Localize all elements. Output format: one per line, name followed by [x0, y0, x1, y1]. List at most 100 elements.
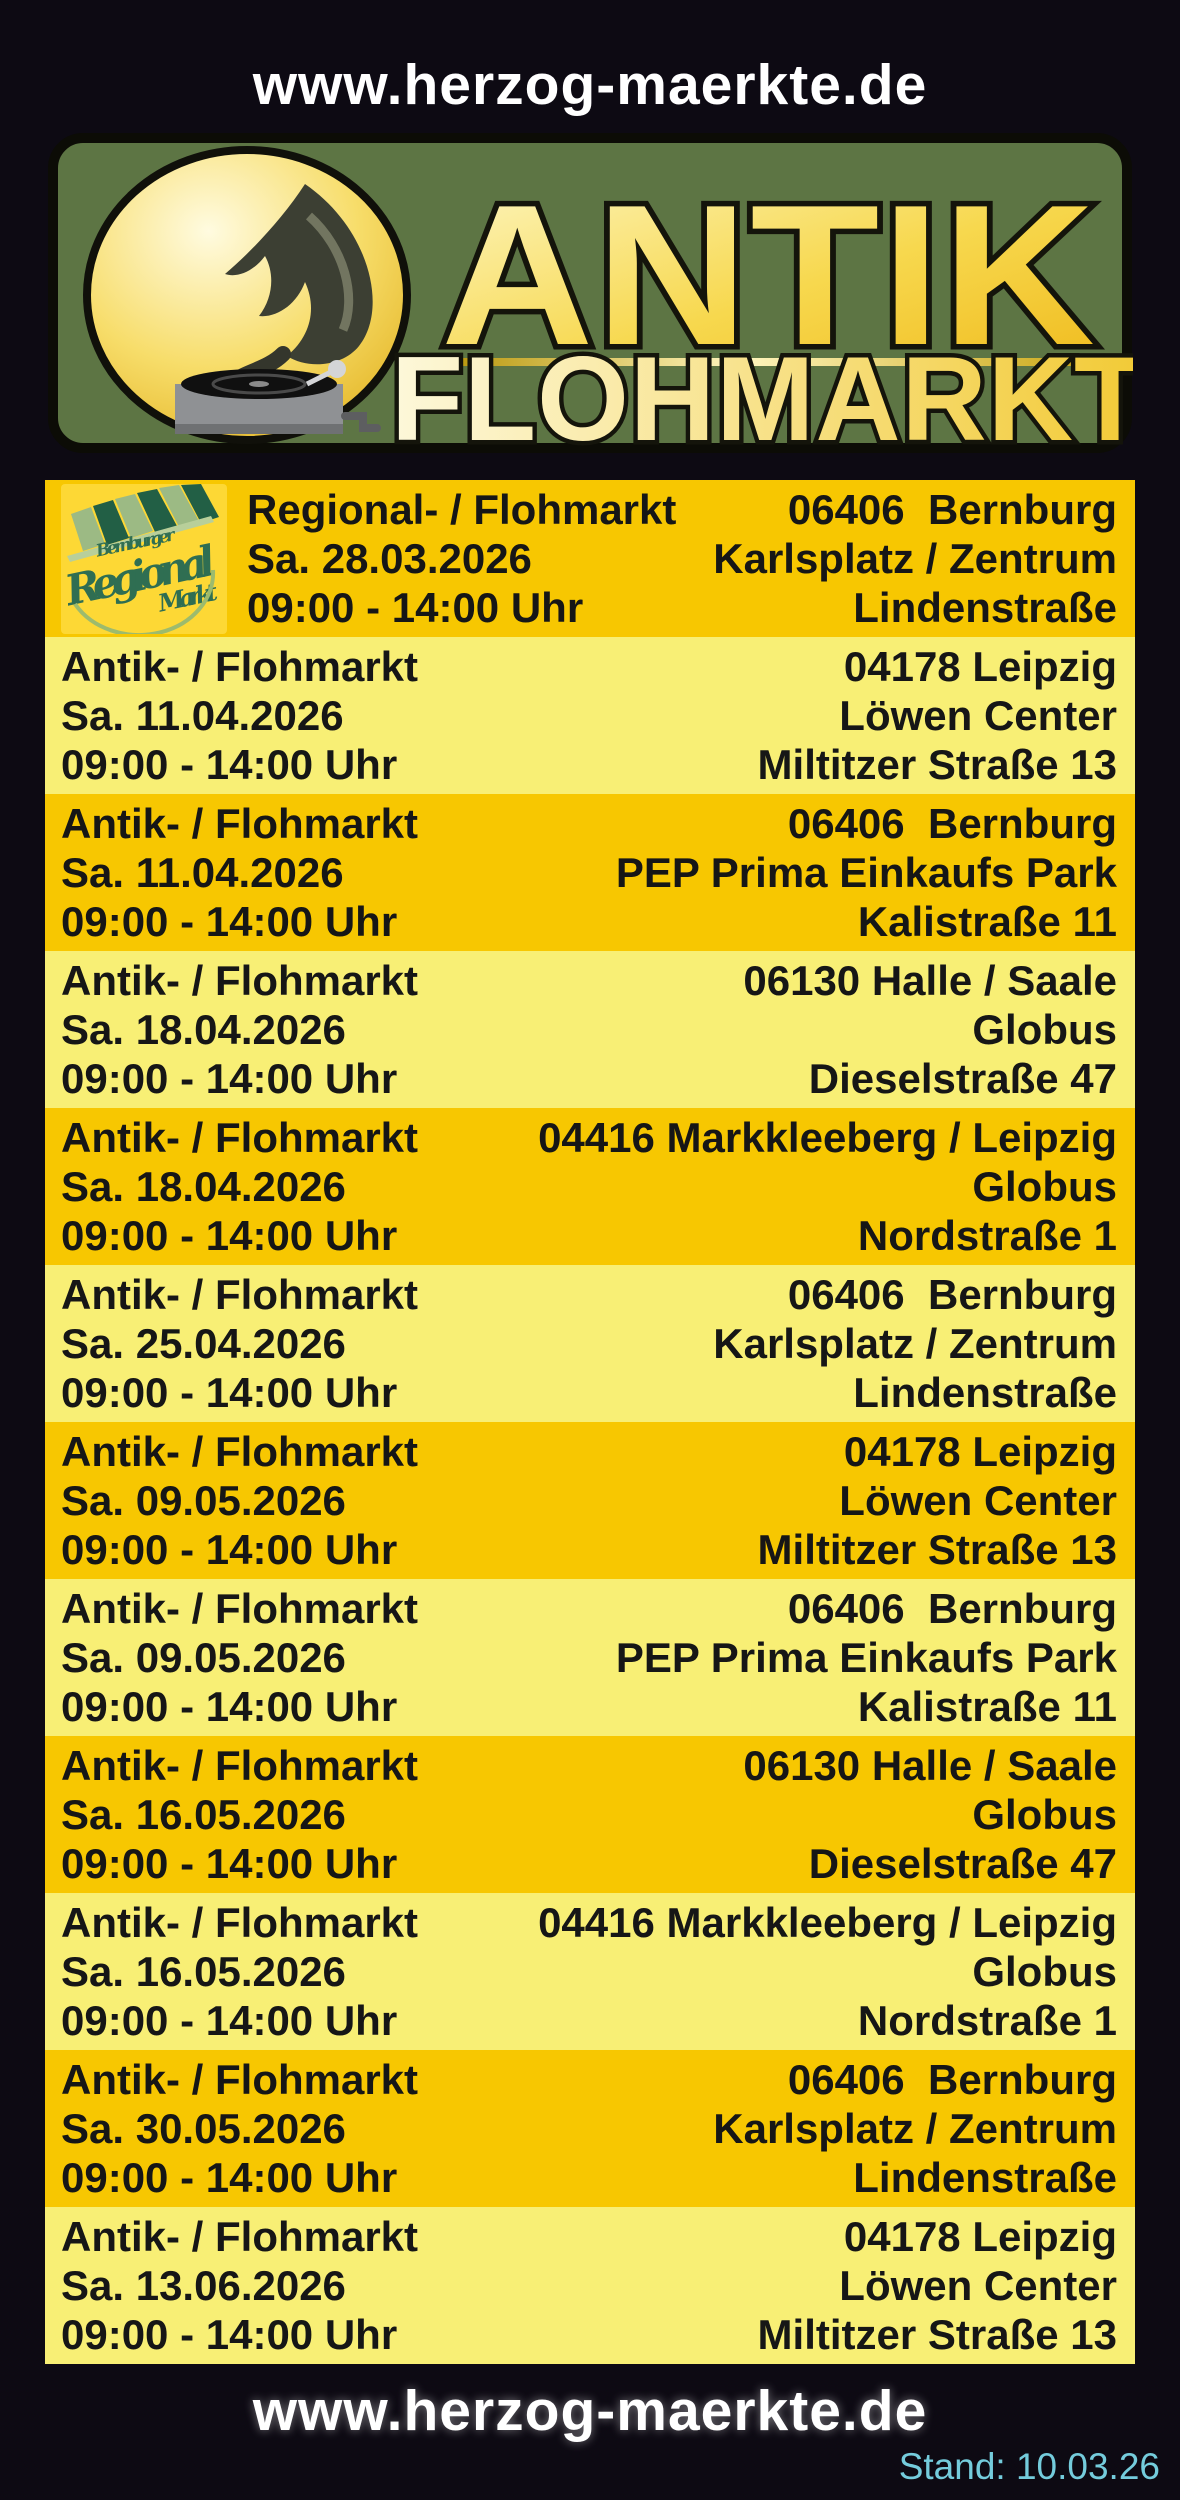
bottom-url-link[interactable]: www.herzog-maerkte.de: [252, 2379, 928, 2443]
event-title: Antik- / Flohmarkt: [61, 1585, 419, 1632]
banner-divider: [449, 358, 1097, 366]
event-right-column: 06406 Bernburg Karlsplatz / Zentrum Lind…: [713, 2055, 1117, 2202]
event-title: Antik- / Flohmarkt: [61, 643, 419, 690]
gramophone-icon: [83, 146, 411, 444]
event-right-column: 06406 Bernburg PEP Prima Einkaufs Park K…: [616, 799, 1117, 946]
event-title: Antik- / Flohmarkt: [61, 2213, 419, 2260]
event-city: 06406 Bernburg: [787, 486, 1117, 533]
event-street: Miltitzer Straße 13: [757, 2311, 1117, 2358]
banner-subtitle: FLOHMARKT: [391, 332, 1133, 454]
event-venue: Karlsplatz / Zentrum: [713, 535, 1117, 582]
event-street: Lindenstraße: [853, 584, 1117, 631]
event-left-column: Antik- / Flohmarkt Sa. 13.06.2026 09:00 …: [61, 2212, 758, 2359]
event-row: Antik- / Flohmarkt Sa. 18.04.2026 09:00 …: [45, 951, 1135, 1108]
event-row: Antik- / Flohmarkt Sa. 09.05.2026 09:00 …: [45, 1422, 1135, 1579]
event-venue: Löwen Center: [839, 2262, 1117, 2309]
event-city: 04416 Markkleeberg / Leipzig: [538, 1899, 1117, 1946]
event-date: Sa. 18.04.2026: [61, 1006, 346, 1053]
event-date: Sa. 18.04.2026: [61, 1163, 346, 1210]
event-row: Antik- / Flohmarkt Sa. 30.05.2026 09:00 …: [45, 2050, 1135, 2207]
event-row: Antik- / Flohmarkt Sa. 16.05.2026 09:00 …: [45, 1736, 1135, 1893]
event-title: Antik- / Flohmarkt: [61, 2056, 419, 2103]
event-street: Dieselstraße 47: [808, 1055, 1117, 1102]
event-left-column: Antik- / Flohmarkt Sa. 30.05.2026 09:00 …: [61, 2055, 713, 2202]
event-date: Sa. 30.05.2026: [61, 2105, 346, 2152]
event-date: Sa. 25.04.2026: [61, 1320, 346, 1367]
event-city: 04416 Markkleeberg / Leipzig: [538, 1114, 1117, 1161]
event-left-column: Antik- / Flohmarkt Sa. 18.04.2026 09:00 …: [61, 956, 743, 1103]
event-venue: PEP Prima Einkaufs Park: [615, 849, 1117, 896]
event-street: Nordstraße 1: [857, 1212, 1117, 1259]
event-date: Sa. 16.05.2026: [61, 1791, 346, 1838]
event-time: 09:00 - 14:00 Uhr: [61, 1212, 398, 1259]
event-left-column: Antik- / Flohmarkt Sa. 25.04.2026 09:00 …: [61, 1270, 713, 1417]
banner-title: ANTIK: [441, 164, 1097, 387]
antik-flohmarkt-banner: ANTIK FLOHMARKT: [48, 133, 1133, 454]
event-row: Antik- / Flohmarkt Sa. 25.04.2026 09:00 …: [45, 1265, 1135, 1422]
regional-markt-logo: Bernburger Regional Markt: [61, 483, 227, 634]
event-venue: Globus: [972, 1948, 1117, 1995]
event-venue: Löwen Center: [839, 692, 1117, 739]
event-left-column: Antik- / Flohmarkt Sa. 18.04.2026 09:00 …: [61, 1113, 538, 1260]
event-time: 09:00 - 14:00 Uhr: [61, 1526, 398, 1573]
event-time: 09:00 - 14:00 Uhr: [247, 584, 584, 631]
event-street: Miltitzer Straße 13: [757, 741, 1117, 788]
event-date: Sa. 09.05.2026: [61, 1477, 346, 1524]
event-left-column: Antik- / Flohmarkt Sa. 16.05.2026 09:00 …: [61, 1741, 743, 1888]
event-time: 09:00 - 14:00 Uhr: [61, 1997, 398, 2044]
event-city: 06130 Halle / Saale: [743, 1742, 1117, 1789]
event-right-column: 06130 Halle / Saale Globus Dieselstraße …: [743, 956, 1117, 1103]
event-venue: Globus: [972, 1006, 1117, 1053]
event-left-column: Antik- / Flohmarkt Sa. 11.04.2026 09:00 …: [61, 642, 758, 789]
event-row: Bernburger Regional Markt Regional- / Fl…: [45, 480, 1135, 637]
event-row: Antik- / Flohmarkt Sa. 13.06.2026 09:00 …: [45, 2207, 1135, 2364]
event-city: 04178 Leipzig: [843, 643, 1117, 690]
event-street: Dieselstraße 47: [808, 1840, 1117, 1887]
event-left-column: Antik- / Flohmarkt Sa. 11.04.2026 09:00 …: [61, 799, 616, 946]
event-row: Antik- / Flohmarkt Sa. 09.05.2026 09:00 …: [45, 1579, 1135, 1736]
awning-icon: [67, 483, 219, 562]
event-date: Sa. 16.05.2026: [61, 1948, 346, 1995]
event-city: 06406 Bernburg: [787, 1585, 1117, 1632]
event-right-column: 04416 Markkleeberg / Leipzig Globus Nord…: [538, 1898, 1117, 2045]
event-date: Sa. 11.04.2026: [61, 849, 344, 896]
event-street: Kalistraße 11: [857, 1683, 1117, 1730]
event-city: 06130 Halle / Saale: [743, 957, 1117, 1004]
event-right-column: 04178 Leipzig Löwen Center Miltitzer Str…: [758, 642, 1117, 789]
event-right-column: 06406 Bernburg Karlsplatz / Zentrum Lind…: [713, 1270, 1117, 1417]
event-city: 06406 Bernburg: [787, 2056, 1117, 2103]
top-url-link[interactable]: www.herzog-maerkte.de: [252, 53, 928, 117]
event-street: Kalistraße 11: [857, 898, 1117, 945]
event-right-column: 04416 Markkleeberg / Leipzig Globus Nord…: [538, 1113, 1117, 1260]
event-date: Sa. 13.06.2026: [61, 2262, 346, 2309]
event-title: Antik- / Flohmarkt: [61, 1114, 419, 1161]
event-title: Antik- / Flohmarkt: [61, 1428, 419, 1475]
event-title: Regional- / Flohmarkt: [247, 486, 677, 533]
event-left-column: Antik- / Flohmarkt Sa. 16.05.2026 09:00 …: [61, 1898, 538, 2045]
event-venue: Karlsplatz / Zentrum: [713, 1320, 1117, 1367]
event-time: 09:00 - 14:00 Uhr: [61, 1055, 398, 1102]
event-venue: Globus: [972, 1791, 1117, 1838]
event-city: 06406 Bernburg: [787, 800, 1117, 847]
event-venue: Löwen Center: [839, 1477, 1117, 1524]
event-time: 09:00 - 14:00 Uhr: [61, 1840, 398, 1887]
event-street: Lindenstraße: [853, 1369, 1117, 1416]
event-time: 09:00 - 14:00 Uhr: [61, 898, 398, 945]
event-date: Sa. 11.04.2026: [61, 692, 344, 739]
event-city: 04178 Leipzig: [843, 2213, 1117, 2260]
event-city: 06406 Bernburg: [787, 1271, 1117, 1318]
event-time: 09:00 - 14:00 Uhr: [61, 741, 398, 788]
event-venue: Globus: [972, 1163, 1117, 1210]
event-left-column: Antik- / Flohmarkt Sa. 09.05.2026 09:00 …: [61, 1584, 616, 1731]
event-title: Antik- / Flohmarkt: [61, 800, 419, 847]
event-date: Sa. 28.03.2026: [247, 535, 532, 582]
event-title: Antik- / Flohmarkt: [61, 1742, 419, 1789]
event-title: Antik- / Flohmarkt: [61, 957, 419, 1004]
event-street: Miltitzer Straße 13: [757, 1526, 1117, 1573]
event-right-column: 04178 Leipzig Löwen Center Miltitzer Str…: [758, 1427, 1117, 1574]
event-time: 09:00 - 14:00 Uhr: [61, 1683, 398, 1730]
event-street: Lindenstraße: [853, 2154, 1117, 2201]
event-row: Antik- / Flohmarkt Sa. 11.04.2026 09:00 …: [45, 794, 1135, 951]
event-left-column: Regional- / Flohmarkt Sa. 28.03.2026 09:…: [247, 485, 713, 632]
event-street: Nordstraße 1: [857, 1997, 1117, 2044]
